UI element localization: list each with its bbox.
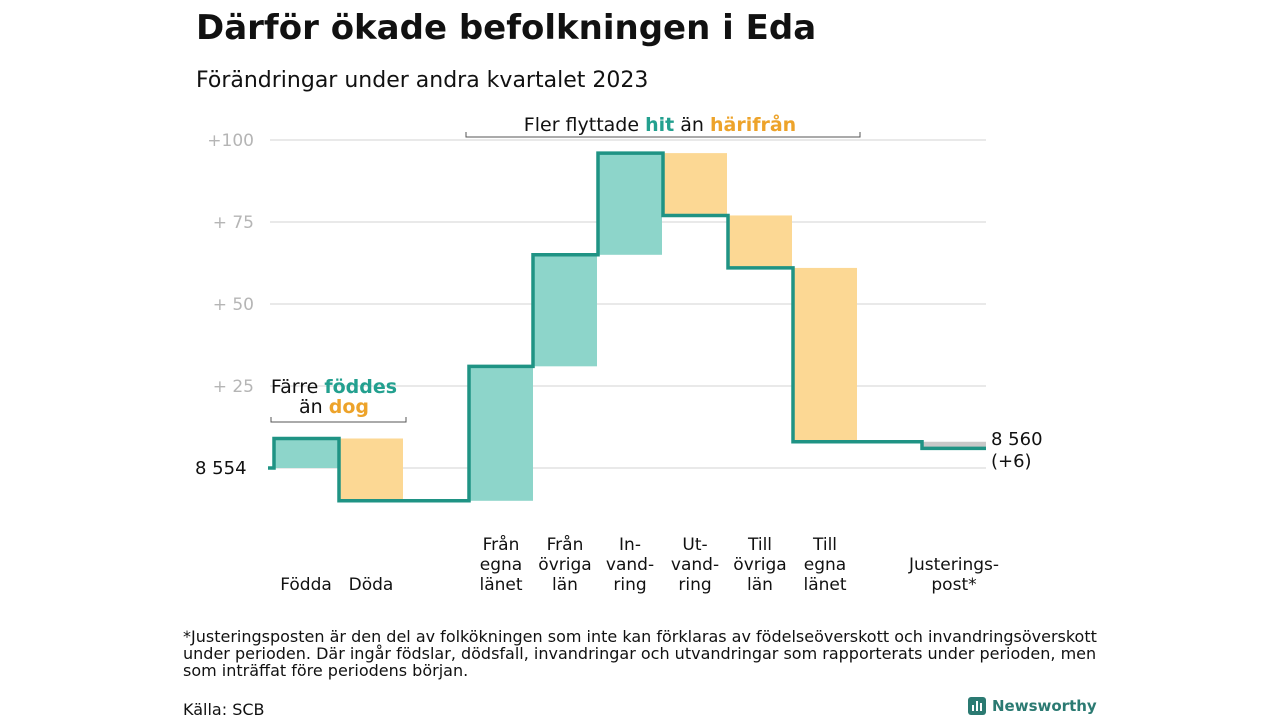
labels: Födda DödaFrånegnalänetFrånövrigalänIn-va… [195,429,1043,595]
category-label-8: egna [804,555,846,575]
bar-6 [663,153,727,216]
category-label-4: övriga [538,555,591,575]
level-step-line [268,151,986,503]
category-label-3: länet [479,575,522,595]
bar-chart-icon [968,697,986,715]
annotation-natural-line2: än dog [299,396,369,418]
bars [274,153,986,501]
annotation-migration-text: Fler flyttade hit än härifrån [524,112,796,136]
bar-2 [339,438,403,501]
category-label-5: vand- [606,555,654,575]
category-label-7: län [747,575,773,595]
brand-name: Newsworthy [992,697,1097,715]
category-label-4: Från [547,534,584,555]
category-label-2: Döda [349,575,394,595]
category-label-7: Till [747,535,772,555]
category-label-6: ring [678,575,711,595]
bar-1 [274,438,338,468]
category-label-5: In- [619,535,641,555]
category-label-3: Från [483,534,520,555]
bar-4 [533,254,597,367]
chart-subtitle: Förändringar under andra kvartalet 2023 [196,68,649,93]
bar-9 [922,441,986,449]
category-label-6: Ut- [682,535,707,555]
category-label-7: övriga [733,555,786,575]
chart-title: Därför ökade befolkningen i Eda [196,8,817,48]
end-change-label: (+6) [991,451,1032,472]
bar-3 [469,366,533,501]
grid-lines: +100 + 75 + 50 + 25 [207,131,986,469]
annotation-natural-bracket [270,417,407,423]
footnote: *Justeringsposten är den del av folkökni… [183,627,1097,680]
category-label-9: Justerings- [908,555,999,575]
bar-7 [728,215,792,268]
category-label-8: Till [812,535,837,555]
category-label-4: län [552,575,578,595]
start-value-label: 8 554 [195,458,247,479]
y-tick-label: +100 [207,131,254,151]
y-tick-label: + 75 [213,213,254,233]
category-label-5: ring [613,575,646,595]
y-tick-label: + 50 [213,295,254,315]
bar-5 [598,153,662,255]
annotation-migration-bracket [465,132,861,138]
y-tick-label: + 25 [213,377,254,397]
end-value-label: 8 560 [991,429,1043,450]
annotation-natural-line1: Färre föddes [271,376,397,398]
category-label-9: post* [931,575,976,595]
bar-8 [793,267,857,442]
category-label-3: egna [480,555,522,575]
level-line [268,151,986,503]
category-label-8: länet [803,575,846,595]
category-label-1: Födda [280,575,332,595]
brand-logo: Newsworthy [968,697,1097,715]
source-note: Källa: SCB [183,700,265,719]
category-label-6: vand- [671,555,719,575]
